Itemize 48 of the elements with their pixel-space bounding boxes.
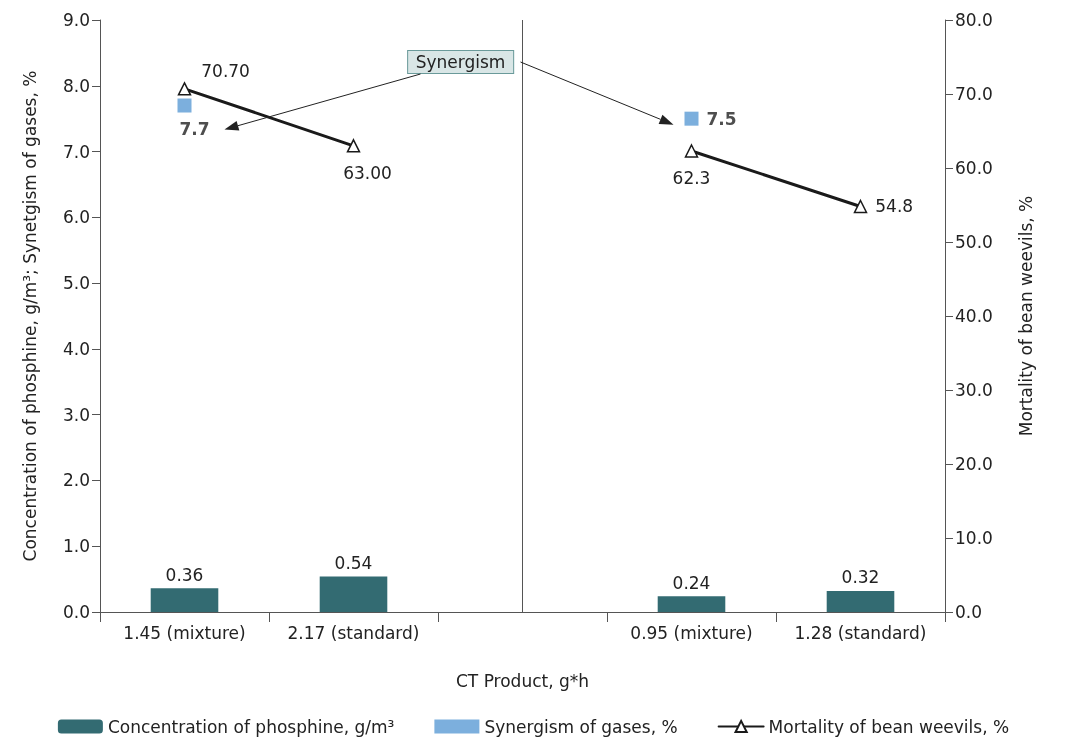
y-tick-label: 9.0: [62, 10, 90, 30]
y2-tick-label: 40.0: [955, 306, 993, 326]
bar: [826, 590, 895, 612]
y2-tick-label: 20.0: [955, 454, 993, 474]
data-label: 7.5: [706, 108, 737, 129]
y-tick-label: 4.0: [62, 338, 90, 359]
x-tick-label: 2.17 (standard): [287, 622, 420, 643]
x-axis-title: CT Product, g*h: [455, 670, 590, 691]
y2-tick-label: 30.0: [955, 380, 993, 400]
x-tick-label: 1.45 (mixture): [123, 622, 246, 643]
data-label: 0.24: [672, 572, 711, 593]
data-label: 54.8: [875, 196, 914, 217]
y-tick-label: 7.0: [62, 141, 90, 162]
legend-label: Concentration of phosphine, g/m³: [107, 716, 395, 737]
y2-tick-label: 80.0: [955, 10, 993, 30]
data-label: 70.70: [201, 60, 250, 81]
data-label: 62.3: [672, 168, 711, 189]
y2-axis-title: Mortality of bean weevils, %: [1015, 195, 1036, 437]
data-label: 0.32: [841, 567, 880, 588]
y-tick-label: 6.0: [62, 207, 90, 228]
y-tick-label: 2.0: [62, 470, 90, 491]
y-tick-label: 0.0: [62, 602, 90, 622]
y2-tick-label: 10.0: [955, 528, 993, 548]
bar: [150, 588, 219, 612]
y-tick-label: 5.0: [62, 273, 90, 294]
y2-tick-label: 60.0: [955, 158, 993, 178]
x-tick-label: 1.28 (standard): [794, 622, 927, 643]
bar: [657, 596, 726, 612]
y-tick-label: 1.0: [62, 536, 90, 557]
point: [346, 139, 361, 153]
data-label: 0.54: [334, 552, 373, 573]
annotation: Synergism: [406, 50, 515, 74]
point: [853, 199, 868, 214]
data-label: 0.36: [165, 564, 204, 585]
y2-tick-label: 50.0: [955, 232, 993, 252]
y-tick-label: 3.0: [62, 404, 90, 425]
legend-label: Synergism of gases, %: [484, 716, 678, 737]
x-tick-label: 0.95 (mixture): [630, 622, 753, 643]
y2-tick-label: 0.0: [955, 602, 983, 622]
bar: [319, 576, 388, 612]
data-label: 63.00: [343, 163, 392, 184]
point: [177, 82, 192, 96]
y2-tick-label: 70.0: [955, 84, 993, 104]
y-axis-title: Concentration of phosphine, g/m³; Synetgism of gases, %: [19, 70, 40, 562]
y-tick-label: 8.0: [62, 75, 90, 96]
data-label: 7.7: [179, 119, 210, 140]
point: [684, 144, 699, 158]
legend-label: Mortality of bean weevils, %: [768, 716, 1010, 737]
